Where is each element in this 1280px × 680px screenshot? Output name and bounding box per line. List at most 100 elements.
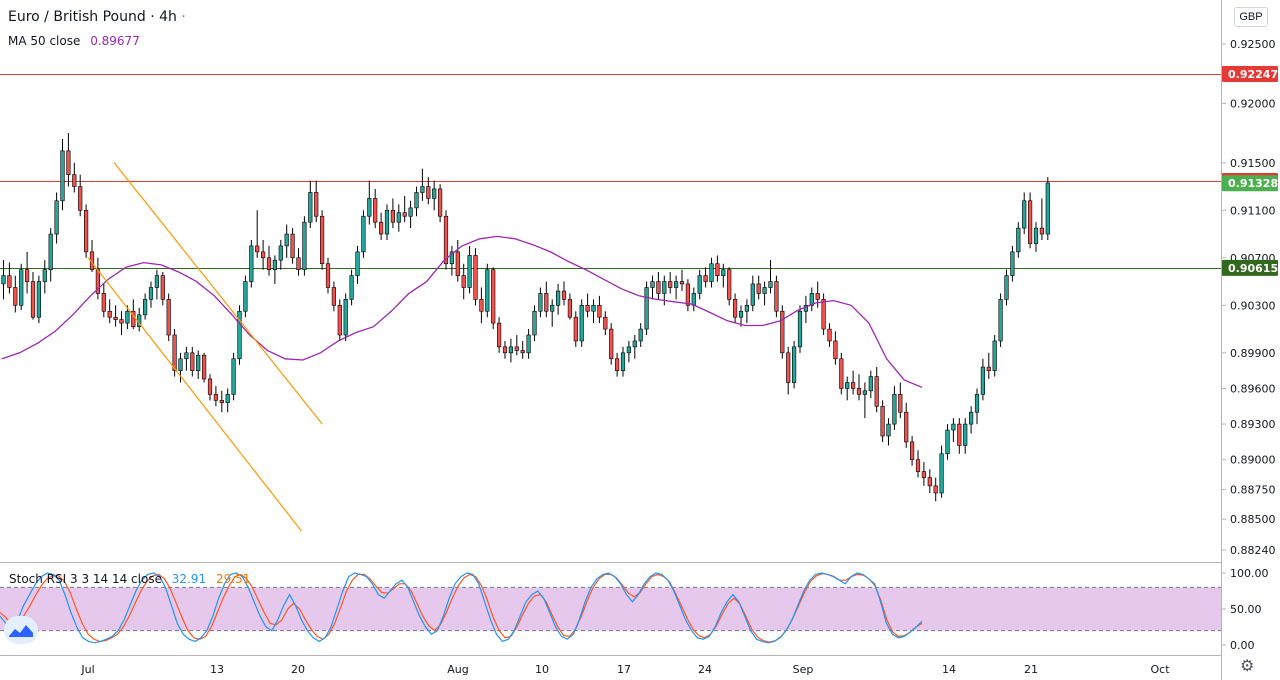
candle[interactable] bbox=[266, 245, 272, 276]
candle[interactable] bbox=[986, 352, 991, 379]
channel-upper-line[interactable] bbox=[113, 162, 323, 425]
candle[interactable] bbox=[821, 293, 826, 336]
candle[interactable] bbox=[668, 272, 673, 294]
candle[interactable] bbox=[13, 275, 18, 313]
candle[interactable] bbox=[620, 346, 626, 377]
candle[interactable] bbox=[555, 283, 561, 315]
candle[interactable] bbox=[78, 174, 83, 217]
candle[interactable] bbox=[968, 406, 974, 434]
candle[interactable] bbox=[7, 262, 12, 294]
candle[interactable] bbox=[609, 323, 614, 365]
candle[interactable] bbox=[909, 435, 915, 466]
candle[interactable] bbox=[249, 239, 254, 288]
channel-lower-line[interactable] bbox=[87, 257, 302, 532]
candle[interactable] bbox=[856, 374, 862, 401]
candle[interactable] bbox=[485, 263, 490, 318]
candle[interactable] bbox=[868, 370, 873, 398]
stoch-axis[interactable]: 100.00 50.00 0.00 bbox=[1222, 567, 1269, 652]
candle[interactable] bbox=[892, 386, 897, 431]
candle[interactable] bbox=[36, 275, 41, 324]
candle[interactable] bbox=[833, 331, 838, 365]
candle[interactable] bbox=[673, 275, 679, 300]
candle[interactable] bbox=[597, 295, 602, 324]
candle[interactable] bbox=[815, 281, 820, 308]
candle[interactable] bbox=[378, 212, 384, 240]
candle[interactable] bbox=[1010, 245, 1015, 282]
candle[interactable] bbox=[780, 305, 785, 359]
candle[interactable] bbox=[750, 275, 755, 312]
candle[interactable] bbox=[567, 293, 572, 320]
candle[interactable] bbox=[1039, 198, 1044, 240]
candle[interactable] bbox=[998, 293, 1003, 347]
candle[interactable] bbox=[520, 340, 525, 359]
candle[interactable] bbox=[886, 418, 891, 446]
tradingview-logo-icon[interactable] bbox=[4, 616, 38, 644]
candle[interactable] bbox=[207, 374, 213, 401]
candle[interactable] bbox=[24, 251, 30, 294]
candle[interactable] bbox=[957, 418, 962, 454]
candle[interactable] bbox=[791, 340, 797, 389]
candle[interactable] bbox=[113, 305, 118, 327]
candle[interactable] bbox=[432, 180, 437, 211]
candle[interactable] bbox=[384, 204, 390, 240]
candle[interactable] bbox=[874, 367, 879, 413]
candle[interactable] bbox=[644, 281, 649, 336]
candle[interactable] bbox=[101, 283, 106, 318]
candle[interactable] bbox=[213, 386, 219, 407]
candle[interactable] bbox=[762, 281, 767, 306]
candle[interactable] bbox=[60, 139, 65, 211]
candle[interactable] bbox=[148, 281, 154, 308]
candle[interactable] bbox=[532, 305, 537, 341]
candle[interactable] bbox=[963, 418, 968, 454]
candle[interactable] bbox=[992, 335, 997, 377]
candle[interactable] bbox=[184, 346, 189, 371]
candle[interactable] bbox=[66, 133, 71, 187]
settings-gear-icon[interactable]: ⚙ bbox=[1240, 658, 1255, 675]
candle[interactable] bbox=[160, 272, 165, 306]
candle[interactable] bbox=[709, 257, 714, 288]
candle[interactable] bbox=[202, 352, 207, 383]
candle[interactable] bbox=[732, 293, 738, 324]
candle[interactable] bbox=[774, 275, 779, 318]
candle[interactable] bbox=[538, 287, 543, 318]
candle[interactable] bbox=[231, 352, 236, 401]
ma50-line[interactable] bbox=[1, 235, 923, 388]
candle[interactable] bbox=[337, 299, 342, 341]
candle[interactable] bbox=[373, 188, 378, 229]
candle[interactable] bbox=[951, 418, 956, 442]
candle[interactable] bbox=[768, 260, 773, 294]
candle[interactable] bbox=[455, 239, 460, 282]
candle[interactable] bbox=[974, 388, 980, 425]
candle[interactable] bbox=[862, 382, 867, 419]
candle[interactable] bbox=[107, 299, 112, 324]
candle[interactable] bbox=[744, 299, 749, 324]
candle[interactable] bbox=[827, 323, 832, 347]
candle[interactable] bbox=[343, 293, 348, 341]
candle[interactable] bbox=[614, 352, 620, 377]
candle[interactable] bbox=[408, 200, 413, 229]
candle[interactable] bbox=[915, 450, 921, 478]
candle[interactable] bbox=[243, 275, 248, 318]
candle[interactable] bbox=[1016, 222, 1021, 258]
candle[interactable] bbox=[697, 269, 702, 300]
candle[interactable] bbox=[786, 346, 791, 395]
last-price-tag[interactable]: 0.91328 bbox=[1222, 175, 1278, 192]
candle[interactable] bbox=[355, 245, 360, 284]
candle[interactable] bbox=[797, 305, 803, 353]
candle[interactable] bbox=[502, 340, 508, 359]
candle[interactable] bbox=[473, 248, 478, 306]
candle[interactable] bbox=[331, 281, 337, 312]
candle[interactable] bbox=[1022, 192, 1027, 235]
candle[interactable] bbox=[325, 257, 331, 294]
candle[interactable] bbox=[850, 370, 856, 395]
stoch-d-line[interactable] bbox=[0, 573, 923, 643]
candle[interactable] bbox=[190, 346, 195, 377]
candle[interactable] bbox=[19, 263, 24, 311]
candle[interactable] bbox=[48, 228, 53, 282]
candle[interactable] bbox=[119, 311, 124, 336]
candle[interactable] bbox=[573, 311, 578, 347]
candle[interactable] bbox=[479, 287, 484, 324]
candle[interactable] bbox=[349, 269, 354, 306]
candlestick-series[interactable] bbox=[1, 133, 1050, 502]
